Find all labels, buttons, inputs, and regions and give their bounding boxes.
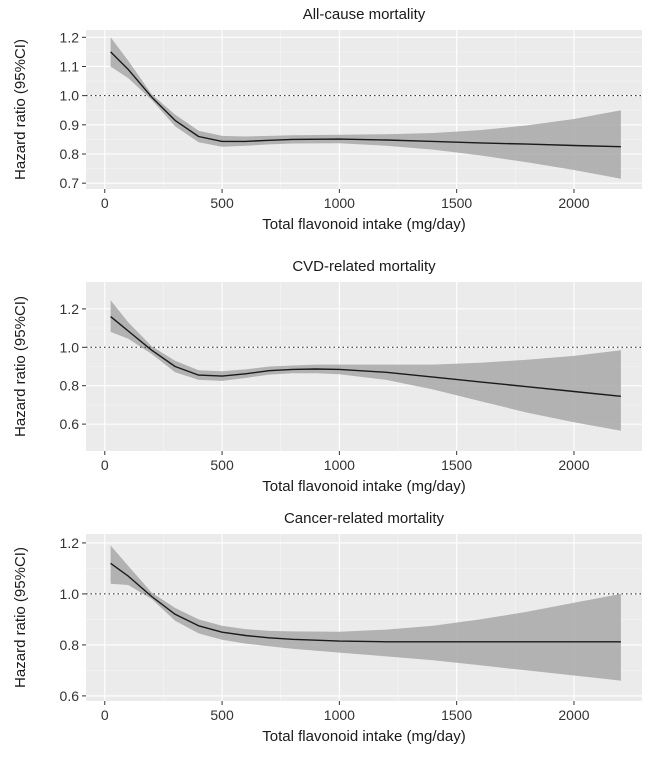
y-tick-label: 0.7 — [60, 175, 80, 191]
y-tick-label: 0.6 — [60, 416, 80, 432]
y-tick-label: 0.9 — [60, 117, 80, 133]
y-tick-label: 1.0 — [60, 339, 80, 355]
x-tick-label: 1500 — [441, 457, 472, 473]
chart-title: All-cause mortality — [303, 6, 426, 23]
confidence-band — [110, 300, 621, 431]
y-tick-label: 1.1 — [60, 58, 80, 74]
y-tick-label: 1.2 — [60, 535, 80, 551]
x-tick-label: 1500 — [441, 195, 472, 211]
x-tick-label: 2000 — [558, 457, 589, 473]
panel-cvd: CVD-related mortality 0 500 1000 1500 2000 0.6… — [0, 252, 654, 504]
y-axis-label: Hazard ratio (95%CI) — [12, 39, 29, 180]
x-axis-label: Total flavonoid intake (mg/day) — [262, 216, 465, 233]
hazard-ratio-line — [110, 316, 621, 397]
chart-title: Cancer-related mortality — [284, 510, 445, 527]
x-tick-label: 500 — [210, 195, 234, 211]
y-tick-label: 1.2 — [60, 301, 80, 317]
chart-cvd-related-mortality: CVD-related mortality 0 500 1000 1500 2000 0.6… — [12, 258, 642, 495]
hazard-ratio-line — [110, 51, 621, 148]
x-tick-label: 1000 — [324, 707, 355, 723]
y-tick-label: 0.8 — [60, 146, 80, 162]
x-tick-label: 2000 — [558, 707, 589, 723]
x-axis-label: Total flavonoid intake (mg/day) — [262, 478, 465, 495]
chart-title: CVD-related mortality — [292, 258, 436, 275]
panel-all-cause: All-cause mortality 0 500 1000 1500 2000 0.7 0.… — [0, 0, 654, 252]
x-tick-label: 0 — [101, 195, 109, 211]
hazard-ratio-line — [110, 562, 621, 643]
x-tick-label: 500 — [210, 457, 234, 473]
chart-cancer-related-mortality: Cancer-related mortality 0 500 1000 1500 2000… — [12, 510, 642, 745]
x-tick-label: 500 — [210, 707, 234, 723]
x-tick-label: 0 — [101, 707, 109, 723]
y-tick-label: 1.2 — [60, 29, 80, 45]
panel-cancer: Cancer-related mortality 0 500 1000 1500 2000… — [0, 504, 654, 756]
y-tick-label: 0.8 — [60, 637, 80, 653]
x-tick-label: 1500 — [441, 707, 472, 723]
x-tick-label: 1000 — [324, 195, 355, 211]
y-tick-label: 0.6 — [60, 688, 80, 704]
chart-all-cause-mortality: All-cause mortality 0 500 1000 1500 2000 0.7 0.… — [12, 6, 642, 233]
x-tick-label: 1000 — [324, 457, 355, 473]
x-axis-label: Total flavonoid intake (mg/day) — [262, 728, 465, 745]
y-tick-label: 1.0 — [60, 586, 80, 602]
y-tick-label: 0.8 — [60, 378, 80, 394]
x-tick-label: 0 — [101, 457, 109, 473]
y-axis-label: Hazard ratio (95%CI) — [12, 547, 29, 688]
y-axis-label: Hazard ratio (95%CI) — [12, 296, 29, 437]
x-tick-label: 2000 — [558, 195, 589, 211]
y-tick-label: 1.0 — [60, 88, 80, 104]
confidence-band — [110, 545, 621, 681]
